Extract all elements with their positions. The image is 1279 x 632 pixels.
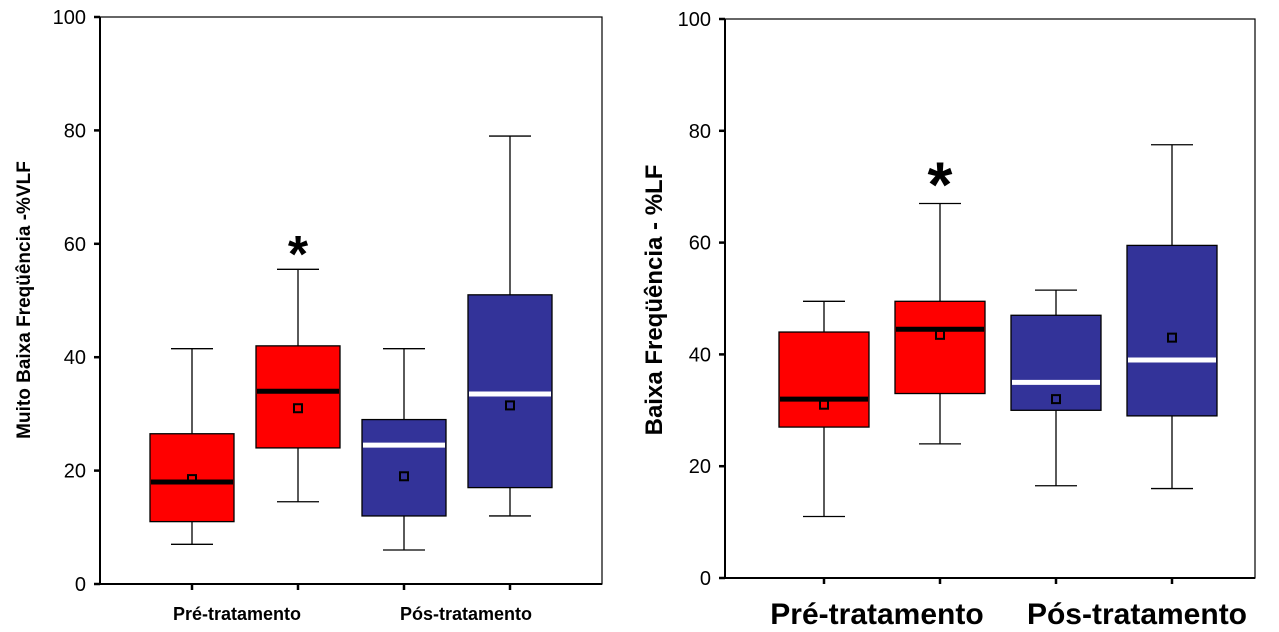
y-tick-label: 100 <box>53 7 86 29</box>
mean-marker <box>293 403 303 414</box>
y-tick-label: 0 <box>75 574 86 596</box>
y-tick-label: 40 <box>64 347 86 369</box>
y-tick-label: 0 <box>700 568 711 590</box>
significance-star: * <box>288 226 309 284</box>
box-2: * <box>894 149 986 445</box>
box-4 <box>1126 144 1218 490</box>
y-tick-label: 20 <box>689 456 711 478</box>
iqr-box <box>149 433 235 523</box>
box-1 <box>778 300 870 518</box>
y-axis-label: Baixa Freqüência - %LF <box>641 165 668 436</box>
iqr-box <box>778 331 870 428</box>
significance-star: * <box>928 149 953 221</box>
mean-marker <box>1167 332 1177 343</box>
mean-marker <box>935 329 945 340</box>
iqr-box <box>894 300 986 395</box>
iqr-box <box>1010 314 1102 411</box>
x-group-label: Pós-tratamento <box>1027 598 1247 631</box>
y-axis-label: Muito Baixa Freqüência -%VLF <box>14 161 35 439</box>
box-3 <box>361 348 447 551</box>
y-tick-label: 60 <box>64 234 86 256</box>
mean-marker <box>819 399 829 410</box>
y-tick-label: 80 <box>689 121 711 143</box>
x-group-label: Pós-tratamento <box>400 604 532 624</box>
box-1 <box>149 348 235 545</box>
y-tick-label: 80 <box>64 120 86 142</box>
y-tick-label: 60 <box>689 233 711 255</box>
box-3 <box>1010 289 1102 487</box>
mean-marker <box>1051 394 1061 405</box>
mean-marker <box>505 400 515 411</box>
box-4 <box>467 135 553 517</box>
y-tick-label: 40 <box>689 344 711 366</box>
iqr-box <box>467 294 553 489</box>
mean-marker <box>399 471 409 482</box>
mean-marker <box>187 474 197 485</box>
iqr-box <box>1126 244 1218 417</box>
x-group-label: Pré-tratamento <box>173 604 301 624</box>
iqr-box <box>361 418 447 517</box>
x-group-label: Pré-tratamento <box>770 598 983 631</box>
y-tick-label: 100 <box>678 9 711 31</box>
iqr-box <box>255 345 341 449</box>
box-2: * <box>255 226 341 503</box>
chart-panel-1: 0 20 40 60 80 100 Muito Baixa Freqüência -%VLF… <box>14 7 603 624</box>
chart-panel-2: 0 20 40 60 80 100 Baixa Freqüência - %LF Pré-tr… <box>641 9 1256 631</box>
y-tick-label: 20 <box>64 461 86 483</box>
